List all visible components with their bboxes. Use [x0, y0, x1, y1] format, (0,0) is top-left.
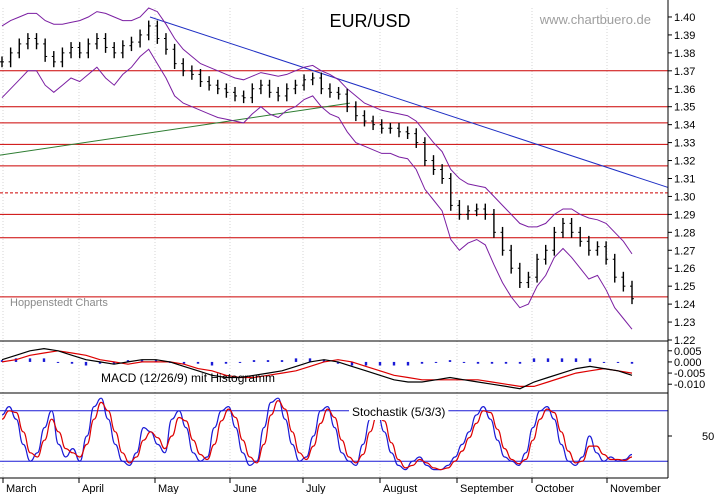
month-tick-label: October — [535, 483, 574, 494]
macd-histogram-bar — [448, 360, 452, 362]
macd-tick-label: -0.005 — [674, 368, 705, 380]
source-note: Hoppenstedt Charts — [10, 297, 108, 309]
macd-histogram-bar — [560, 358, 564, 362]
stochastic-k-line — [1, 397, 633, 471]
price-tick-label: 1.29 — [674, 209, 695, 221]
macd-line — [1, 347, 633, 390]
price-tick-label: 1.23 — [674, 317, 695, 329]
macd-histogram-bar — [504, 361, 508, 364]
macd-histogram-bar — [252, 360, 256, 362]
macd-histogram-bar — [224, 361, 228, 364]
macd-signal-line — [1, 350, 633, 387]
price-tick-label: 1.39 — [674, 30, 695, 42]
uptrend-line — [0, 102, 351, 156]
month-tick-label: May — [158, 483, 179, 494]
macd-histogram-bar — [196, 361, 200, 364]
macd-histogram-bar — [70, 361, 74, 364]
price-tick-label: 1.34 — [674, 120, 695, 132]
macd-histogram-bar — [364, 361, 368, 366]
macd-histogram-bar — [112, 361, 116, 364]
macd-histogram-bar — [322, 360, 326, 362]
stochastic-panel — [0, 397, 668, 471]
month-tick-label: November — [610, 483, 661, 494]
macd-label: MACD (12/26/9) mit Histogramm — [101, 371, 275, 385]
macd-histogram-bar — [588, 358, 592, 362]
macd-histogram-bar — [154, 360, 158, 362]
macd-histogram-bar — [98, 361, 102, 364]
macd-histogram-bar — [266, 360, 270, 362]
month-tick-label: April — [82, 483, 104, 494]
macd-histogram-bar — [294, 358, 298, 362]
price-tick-label: 1.24 — [674, 299, 695, 311]
bollinger-upper-band — [1, 7, 633, 255]
macd-histogram-bar — [0, 360, 4, 362]
stochastic-d-line — [1, 400, 633, 471]
macd-histogram-bar — [406, 361, 410, 366]
macd-tick-label: -0.010 — [674, 379, 705, 391]
price-tick-label: 1.32 — [674, 156, 695, 168]
macd-histogram-bar — [616, 361, 620, 363]
bollinger-lower-band — [1, 48, 633, 330]
macd-histogram-bar — [574, 358, 578, 362]
macd-histogram-bar — [630, 361, 634, 364]
price-tick-label: 1.36 — [674, 84, 695, 96]
price-tick-label: 1.25 — [674, 281, 695, 293]
macd-histogram-bar — [546, 358, 550, 362]
month-gridlines — [2, 8, 608, 478]
macd-histogram-bar — [462, 361, 466, 363]
macd-histogram-bar — [280, 360, 284, 362]
chart-title: EUR/USD — [329, 11, 410, 31]
macd-histogram-bar — [476, 361, 480, 364]
price-tick-label: 1.30 — [674, 191, 695, 203]
macd-histogram-bar — [84, 361, 88, 366]
price-tick-label: 1.28 — [674, 227, 695, 239]
macd-panel — [0, 347, 634, 390]
month-tick-label: August — [383, 483, 417, 494]
price-tick-label: 1.38 — [674, 48, 695, 60]
macd-histogram-bar — [434, 361, 438, 363]
macd-histogram-bar — [28, 358, 32, 362]
price-tick-label: 1.31 — [674, 173, 695, 185]
price-tick-label: 1.40 — [674, 12, 695, 24]
macd-histogram-bar — [378, 361, 382, 366]
macd-histogram-bar — [420, 361, 424, 364]
macd-histogram-bar — [308, 358, 312, 362]
price-tick-label: 1.22 — [674, 335, 695, 347]
stochastic-label-backdrop — [349, 404, 449, 420]
price-tick-label: 1.33 — [674, 138, 695, 150]
macd-histogram-bar — [238, 361, 242, 363]
macd-histogram-bar — [210, 361, 214, 366]
macd-histogram-bar — [140, 360, 144, 362]
watermark-text: www.chartbuero.de — [539, 12, 651, 27]
month-tick-label: September — [460, 483, 514, 494]
macd-histogram-bar — [518, 361, 522, 364]
price-panel — [0, 7, 669, 330]
downtrend-line — [149, 16, 669, 188]
macd-histogram-bar — [532, 358, 536, 362]
price-tick-label: 1.26 — [674, 263, 695, 275]
price-tick-label: 1.27 — [674, 245, 695, 257]
price-tick-label: 1.35 — [674, 102, 695, 114]
month-tick-label: July — [306, 483, 326, 494]
macd-histogram-bar — [392, 361, 396, 366]
macd-histogram-bar — [126, 360, 130, 362]
macd-histogram-bar — [490, 361, 494, 364]
macd-histogram-bar — [336, 361, 340, 364]
price-tick-label: 1.37 — [674, 66, 695, 78]
stochastic-tick-label: 50 — [702, 431, 714, 443]
macd-histogram-bar — [182, 361, 186, 364]
macd-histogram-bar — [56, 361, 60, 363]
month-tick-label: March — [6, 483, 37, 494]
stochastic-label: Stochastik (5/3/3) — [352, 405, 445, 419]
month-tick-label: June — [233, 483, 257, 494]
macd-tick-label: 0.005 — [674, 346, 702, 358]
macd-tick-label: 0.000 — [674, 357, 702, 369]
macd-histogram-bar — [42, 358, 46, 362]
macd-histogram-bar — [602, 361, 606, 363]
macd-histogram-bar — [350, 361, 354, 366]
